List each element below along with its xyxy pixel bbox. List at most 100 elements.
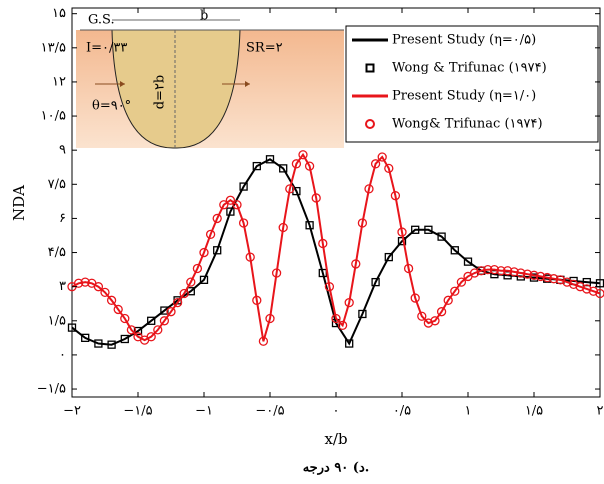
square-marker [437, 232, 446, 241]
caption: د) ۹۰ درجه. [303, 461, 370, 476]
square-marker [305, 221, 314, 230]
x-tick-label: ۲ [597, 404, 604, 419]
square-marker [107, 340, 116, 349]
square-marker [67, 323, 77, 332]
circle-marker [205, 229, 216, 239]
circle-marker [278, 222, 288, 233]
x-tick-label: −۱ [195, 404, 213, 419]
circle-marker [331, 313, 341, 324]
square-marker [384, 252, 393, 262]
square-marker [582, 277, 591, 287]
circle-marker [153, 325, 163, 335]
circle-marker [469, 268, 480, 278]
circle-marker [179, 288, 189, 299]
circle-marker [318, 238, 328, 249]
circle-marker [403, 263, 414, 274]
circle-marker [489, 264, 500, 275]
circle-marker [364, 184, 374, 194]
circle-marker [120, 313, 130, 324]
square-marker [371, 277, 380, 287]
x-axis-label: x/b [324, 430, 347, 448]
circle-marker [304, 161, 315, 171]
circle-marker [271, 268, 282, 278]
y-tick-label: ۶ [59, 211, 66, 226]
annotation: I=۰/۳۳ [86, 41, 127, 56]
annotation: d=۲b [153, 75, 168, 110]
circle-marker [377, 152, 387, 162]
y-tick-label: ۱/۵ [48, 313, 66, 328]
circle-marker [93, 282, 104, 292]
circle-marker [159, 316, 170, 326]
y-tick-label: ۹ [59, 143, 66, 158]
circle-marker [384, 163, 394, 174]
canyon [111, 29, 241, 149]
annotation: b [200, 9, 208, 24]
circle-marker [212, 213, 222, 224]
y-axis-label: NDA [10, 185, 28, 221]
circle-marker [291, 159, 302, 169]
square-marker [358, 309, 367, 319]
square-marker [279, 164, 288, 173]
square-marker [133, 326, 143, 336]
square-marker [94, 339, 103, 348]
x-tick-label: −۱/۵ [123, 404, 152, 419]
square-marker [265, 155, 275, 164]
square-marker [411, 225, 420, 234]
circle-marker [568, 279, 579, 290]
circle-marker [588, 286, 599, 296]
circle-marker [311, 193, 321, 203]
y-tick-label: ۱۲ [52, 74, 66, 89]
circle-marker [502, 266, 513, 276]
annotation: SR=۲ [246, 41, 283, 56]
circle-marker [516, 268, 526, 278]
circle-marker [436, 307, 447, 317]
circle-marker [146, 332, 156, 342]
square-marker [463, 257, 473, 266]
circle-marker [509, 267, 519, 277]
circle-marker [232, 200, 242, 210]
circle-marker [344, 297, 354, 308]
circle-marker [166, 307, 176, 317]
square-marker [226, 207, 235, 216]
legend-label: Present Study (η=۱/۰) [392, 89, 536, 104]
plot-area [67, 150, 604, 349]
circle-marker [73, 278, 84, 288]
legend-label: Present Study (η=۰/۵) [392, 33, 536, 48]
circle-marker [100, 287, 110, 298]
legend-label: Wong & Trifunac (۱۹۷۴) [392, 61, 547, 76]
circle-marker [238, 218, 249, 228]
circle-marker [80, 277, 90, 287]
circle-marker [522, 269, 533, 279]
square-marker [120, 334, 129, 344]
y-tick-label: ۰ [59, 347, 66, 362]
circle-marker [549, 274, 559, 284]
square-marker [365, 63, 375, 73]
circle-marker [529, 270, 539, 280]
square-marker [345, 339, 354, 348]
circle-marker [126, 325, 137, 335]
circle-marker [225, 195, 236, 205]
x-tick-label: −۲ [63, 404, 81, 419]
circle-marker [542, 272, 552, 283]
circle-marker [113, 304, 123, 315]
circle-marker [219, 200, 229, 210]
square-marker [450, 246, 459, 255]
circle-marker [417, 311, 427, 321]
circle-marker [443, 295, 453, 305]
y-tick-label: ۷/۵ [48, 177, 66, 192]
circle-marker [595, 288, 604, 299]
square-marker [199, 275, 209, 284]
square-marker [252, 161, 261, 171]
x-tick-label: ۰/۵ [393, 404, 411, 419]
circle-marker [324, 282, 335, 292]
circle-marker [575, 282, 585, 292]
circle-marker [483, 264, 493, 275]
y-tick-label: ۴/۵ [48, 245, 66, 260]
circle-marker [357, 218, 368, 228]
y-tick-label: −۱/۵ [37, 382, 66, 397]
y-tick-label: ۱۳/۵ [41, 40, 66, 55]
circle-marker [535, 271, 546, 282]
circle-marker [365, 119, 375, 129]
circle-marker [186, 277, 196, 287]
